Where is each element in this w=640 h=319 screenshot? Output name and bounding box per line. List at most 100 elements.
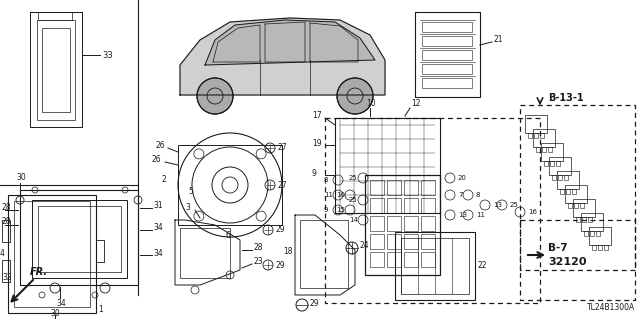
Bar bbox=[421, 234, 435, 249]
Text: 27: 27 bbox=[278, 181, 287, 189]
Bar bbox=[404, 198, 418, 213]
Bar bbox=[387, 252, 401, 267]
Bar bbox=[42, 28, 70, 112]
Bar bbox=[370, 252, 384, 267]
Text: 19: 19 bbox=[312, 138, 322, 147]
Text: 29: 29 bbox=[310, 300, 319, 308]
Bar bbox=[566, 189, 570, 194]
Text: 8: 8 bbox=[476, 192, 481, 198]
Bar bbox=[370, 234, 384, 249]
Bar bbox=[365, 175, 440, 275]
Bar bbox=[544, 161, 548, 166]
Text: 34: 34 bbox=[153, 249, 163, 257]
Bar bbox=[588, 217, 592, 222]
Bar bbox=[415, 12, 480, 97]
Bar bbox=[404, 216, 418, 231]
Bar bbox=[422, 22, 472, 32]
Bar bbox=[572, 189, 576, 194]
Text: 9: 9 bbox=[324, 207, 328, 213]
Text: 23: 23 bbox=[253, 257, 262, 266]
Text: 3: 3 bbox=[185, 203, 190, 211]
Bar bbox=[589, 227, 611, 245]
Text: 24: 24 bbox=[360, 241, 370, 250]
Text: 25: 25 bbox=[349, 175, 358, 181]
Bar bbox=[370, 180, 384, 195]
Bar bbox=[300, 220, 348, 288]
Text: 29: 29 bbox=[276, 261, 285, 270]
Bar bbox=[387, 198, 401, 213]
Bar bbox=[14, 201, 90, 307]
Text: B-13-1: B-13-1 bbox=[548, 93, 584, 103]
Bar bbox=[565, 185, 587, 203]
Bar bbox=[552, 175, 556, 180]
Bar bbox=[32, 200, 127, 278]
Text: 16: 16 bbox=[528, 209, 537, 215]
Circle shape bbox=[197, 78, 233, 114]
Text: 26: 26 bbox=[155, 140, 164, 150]
Bar bbox=[584, 231, 588, 236]
Bar bbox=[525, 115, 547, 133]
Text: 26: 26 bbox=[152, 155, 162, 165]
Text: B-7: B-7 bbox=[548, 243, 568, 253]
Text: 29: 29 bbox=[276, 226, 285, 234]
Bar bbox=[180, 228, 230, 278]
Bar bbox=[528, 133, 532, 138]
Bar bbox=[536, 147, 540, 152]
Bar bbox=[422, 50, 472, 60]
Bar bbox=[422, 78, 472, 88]
Bar bbox=[370, 216, 384, 231]
Text: 11: 11 bbox=[324, 192, 333, 198]
Text: 27: 27 bbox=[278, 144, 287, 152]
Bar bbox=[604, 245, 608, 250]
Text: 28: 28 bbox=[2, 218, 12, 226]
Bar bbox=[404, 180, 418, 195]
Bar bbox=[598, 245, 602, 250]
Bar bbox=[557, 171, 579, 189]
Bar bbox=[560, 189, 564, 194]
Text: 18: 18 bbox=[283, 248, 292, 256]
Text: 15: 15 bbox=[336, 207, 345, 213]
Bar bbox=[421, 198, 435, 213]
Text: 32: 32 bbox=[2, 273, 12, 283]
Bar bbox=[590, 231, 594, 236]
Bar bbox=[37, 20, 75, 120]
Bar bbox=[541, 143, 563, 161]
Text: 6: 6 bbox=[225, 231, 230, 240]
Bar bbox=[421, 180, 435, 195]
Bar bbox=[387, 180, 401, 195]
Bar bbox=[549, 157, 571, 175]
Bar bbox=[556, 161, 560, 166]
Text: 28: 28 bbox=[253, 243, 262, 253]
Text: 7: 7 bbox=[458, 192, 463, 198]
Bar bbox=[404, 234, 418, 249]
Bar bbox=[576, 217, 580, 222]
Text: 28: 28 bbox=[2, 203, 12, 211]
Text: 32120: 32120 bbox=[548, 257, 586, 267]
Text: 10: 10 bbox=[336, 192, 345, 198]
Text: 25: 25 bbox=[349, 197, 358, 203]
Bar bbox=[401, 238, 469, 294]
Text: 30: 30 bbox=[50, 308, 60, 317]
Text: TL24B1300A: TL24B1300A bbox=[587, 303, 635, 312]
Bar bbox=[540, 133, 544, 138]
Polygon shape bbox=[205, 20, 375, 65]
Bar bbox=[178, 145, 282, 225]
Text: 11: 11 bbox=[476, 212, 485, 218]
Text: 13: 13 bbox=[493, 202, 502, 208]
Text: 4: 4 bbox=[0, 249, 5, 257]
Bar bbox=[592, 245, 596, 250]
Bar bbox=[335, 118, 440, 213]
Text: 31: 31 bbox=[153, 201, 163, 210]
Text: 2: 2 bbox=[162, 175, 167, 184]
Bar bbox=[422, 64, 472, 74]
Bar bbox=[422, 36, 472, 46]
Text: 17: 17 bbox=[312, 110, 322, 120]
Text: 13: 13 bbox=[458, 212, 467, 218]
Text: 22: 22 bbox=[478, 261, 488, 270]
Bar bbox=[96, 240, 104, 262]
Circle shape bbox=[337, 78, 373, 114]
Bar bbox=[2, 220, 10, 242]
Text: 25: 25 bbox=[510, 202, 519, 208]
Bar bbox=[387, 234, 401, 249]
Text: 8: 8 bbox=[324, 177, 328, 183]
